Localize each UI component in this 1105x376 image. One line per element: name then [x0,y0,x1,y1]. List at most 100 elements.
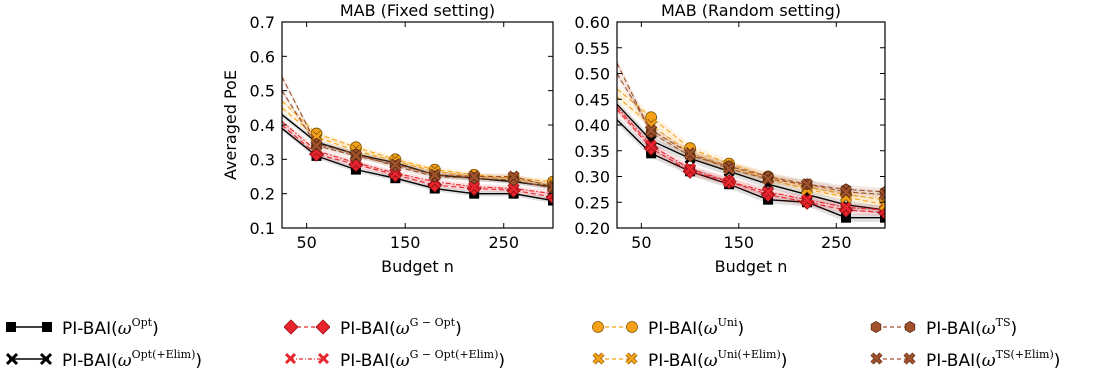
x-axis-label: Budget n [381,257,454,276]
legend: PI-BAI(ωOpt) PI-BAI(ωG − Opt) PI-BAI(ωUn… [0,306,1105,376]
series-line [617,96,885,206]
data-point [428,168,441,181]
confidence-band [617,92,885,209]
series-line [282,121,553,195]
chart-title: MAB (Random setting) [661,1,841,20]
legend-marker-opt-elim [6,352,52,366]
y-tick-label: 0.50 [574,65,610,84]
data-point [841,212,852,223]
figure: MAB (Fixed setting) 0.1 0.2 0.3 0.4 0.5 0.6 0.7… [221,1,886,276]
confidence-band [617,59,885,197]
legend-item-opt: PI-BAI(ωOpt) [6,312,159,342]
series-8 [617,69,885,201]
x-tick-label: 50 [296,233,316,252]
plot-area [617,59,885,223]
confidence-band [282,105,553,188]
x-tick-label: 150 [390,233,421,252]
legend-label: PI-BAI(ωUni(+Elim)) [648,347,788,371]
legend-label: PI-BAI(ωTS) [926,315,1018,339]
x-tick-label: 250 [821,233,852,252]
legend-item-uni: PI-BAI(ωUni) [592,312,744,342]
chart-title: MAB (Fixed setting) [340,1,495,20]
legend-label: PI-BAI(ωOpt) [62,315,159,339]
series-line [282,107,553,186]
series-line [617,106,885,211]
data-point [839,201,853,214]
legend-item-uni-elim: PI-BAI(ωUni(+Elim)) [592,344,787,374]
y-tick-label: 0.1 [250,219,275,238]
legend-label: PI-BAI(ωUni) [648,315,745,339]
data-point [880,212,885,223]
x-tick-label: 150 [724,233,755,252]
data-point [389,158,402,171]
confidence-band [282,118,553,197]
legend-item-ts-elim: PI-BAI(ωTS(+Elim)) [870,344,1060,374]
series-line [282,114,553,188]
legend-item-gopt-elim: PI-BAI(ωG − Opt(+Elim)) [284,344,505,374]
legend-marker-ts-elim [870,352,916,365]
legend-marker-uni [592,321,638,333]
data-point [684,162,697,175]
y-tick-label: 0.4 [250,116,275,135]
y-axis-label: Averaged PoE [221,70,240,180]
legend-marker-gopt [284,319,330,335]
data-point [645,124,658,137]
y-tick-label: 0.30 [574,168,610,187]
y-tick-label: 0.35 [574,142,610,161]
series-line [282,76,553,190]
series-8 [282,87,553,193]
data-point [507,170,520,183]
confidence-band [617,100,885,215]
legend-marker-gopt-elim [284,352,330,365]
y-tick-label: 0.45 [574,90,610,109]
data-point [723,175,736,188]
data-point [349,149,362,162]
legend-label: PI-BAI(ωOpt(+Elim)) [62,347,203,371]
data-point [800,193,814,206]
y-tick-label: 0.20 [574,219,610,238]
legend-label: PI-BAI(ωG − Opt(+Elim)) [340,347,506,371]
series-line [282,90,553,188]
plot-area [282,74,553,206]
data-point [468,170,481,183]
series-line [617,88,885,201]
chart-panel-2: MAB (Random setting) 0.20 0.25 0.30 0.35 0.40… [574,1,886,276]
legend-marker-uni-elim [592,352,638,365]
data-point [645,139,658,152]
confidence-band [282,111,553,190]
data-point [684,147,697,160]
series-line [617,103,885,211]
y-tick-label: 0.6 [250,47,275,66]
confidence-band [617,69,885,199]
series-4 [617,102,885,217]
series-line [617,62,885,193]
confidence-band [282,87,553,190]
data-point [761,185,775,199]
series-line [617,73,885,196]
y-tick-label: 0.2 [250,185,275,204]
data-point [761,173,775,186]
series-line [282,127,553,202]
data-point [507,182,520,195]
y-tick-label: 0.7 [250,13,275,32]
series-line [617,119,885,219]
y-tick-label: 0.55 [574,39,610,58]
legend-item-gopt: PI-BAI(ωG − Opt) [284,312,462,342]
legend-marker-opt [6,322,52,332]
y-tick-label: 0.60 [574,13,610,32]
data-point [839,185,853,199]
y-tick-label: 0.5 [250,82,275,101]
confidence-band [617,102,885,215]
legend-item-ts: PI-BAI(ωTS) [870,312,1017,342]
legend-label: PI-BAI(ωG − Opt) [340,315,462,339]
x-tick-label: 250 [488,233,519,252]
confidence-band [617,105,885,217]
data-point [878,188,885,201]
data-point [468,180,481,193]
y-tick-label: 0.25 [574,193,610,212]
legend-label: PI-BAI(ωTS(+Elim)) [926,347,1061,371]
data-point [310,139,323,152]
y-tick-label: 0.40 [574,116,610,135]
confidence-band [282,98,553,185]
data-point [723,162,736,175]
